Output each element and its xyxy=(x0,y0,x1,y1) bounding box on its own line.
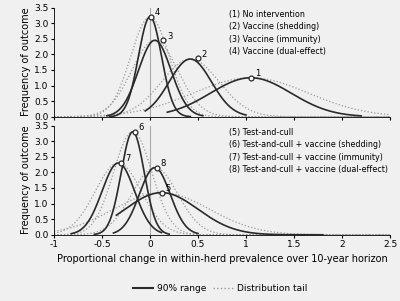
Y-axis label: Frequency of outcome: Frequency of outcome xyxy=(21,126,31,234)
Text: 4: 4 xyxy=(155,8,160,17)
Text: 7: 7 xyxy=(125,154,130,163)
Text: 5: 5 xyxy=(165,184,171,193)
X-axis label: Proportional change in within-herd prevalence over 10-year horizon: Proportional change in within-herd preva… xyxy=(57,253,387,263)
Legend: 90% range, Distribution tail: 90% range, Distribution tail xyxy=(130,280,310,296)
Text: (5) Test-and-cull
(6) Test-and-cull + vaccine (shedding)
(7) Test-and-cull + vac: (5) Test-and-cull (6) Test-and-cull + va… xyxy=(229,128,388,174)
Text: (1) No intervention
(2) Vaccine (shedding)
(3) Vaccine (immunity)
(4) Vaccine (d: (1) No intervention (2) Vaccine (sheddin… xyxy=(229,10,326,56)
Text: 1: 1 xyxy=(255,69,260,78)
Y-axis label: Frequency of outcome: Frequency of outcome xyxy=(21,8,31,116)
Text: 2: 2 xyxy=(202,50,207,58)
Text: 3: 3 xyxy=(167,32,173,41)
Text: 8: 8 xyxy=(160,159,166,168)
Text: 6: 6 xyxy=(138,123,144,132)
